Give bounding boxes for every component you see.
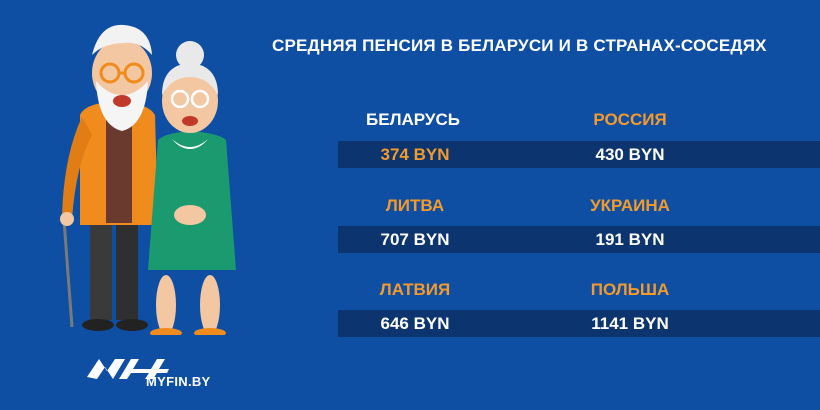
value-ukraine: 191 BYN (595, 230, 665, 249)
myfin-logo-icon (87, 359, 169, 379)
page-title: СРЕДНЯЯ ПЕНСИЯ В БЕЛАРУСИ И В СТРАНАХ-СО… (272, 36, 767, 55)
country-latvia: ЛАТВИЯ (379, 280, 451, 299)
country-lithuania: ЛИТВА (385, 196, 445, 215)
row-band-3 (338, 310, 820, 337)
value-belarus: 374 BYN (380, 145, 450, 164)
value-poland: 1141 BYN (591, 314, 669, 333)
country-poland: ПОЛЬША (590, 280, 670, 299)
row-band-2 (338, 226, 820, 253)
country-russia: РОССИЯ (593, 110, 667, 129)
value-latvia: 646 BYN (380, 314, 450, 333)
elderly-couple-illustration (60, 24, 236, 335)
value-russia: 430 BYN (595, 145, 665, 164)
country-belarus: БЕЛАРУСЬ (366, 110, 460, 129)
row-band-1 (338, 141, 820, 168)
country-ukraine: УКРАИНА (590, 196, 670, 215)
logo-text: MYFIN.BY (146, 374, 211, 389)
value-lithuania: 707 BYN (380, 230, 450, 249)
